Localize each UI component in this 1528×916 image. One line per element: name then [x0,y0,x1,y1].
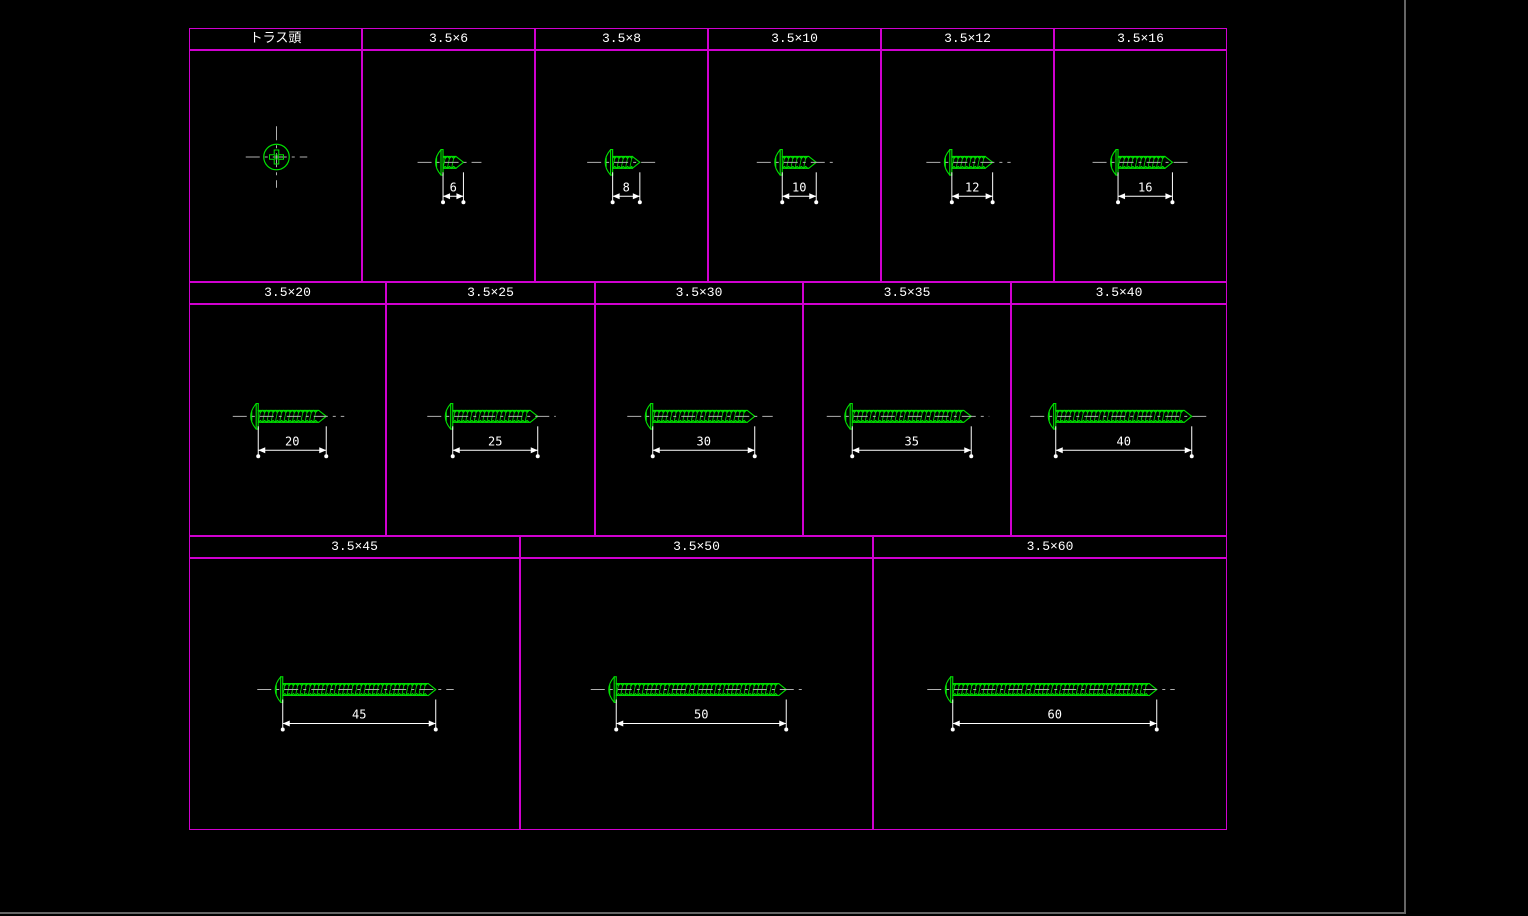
cell-header: 3.5×10 [708,28,881,50]
cell-screw: 6 [362,50,535,282]
cell-header: 3.5×6 [362,28,535,50]
cell-screw: 35 [803,304,1011,536]
cell-screw: 50 [520,558,873,830]
cell-screw: 20 [189,304,386,536]
svg-text:45: 45 [352,708,366,722]
cell-screw: 12 [881,50,1054,282]
svg-text:12: 12 [965,180,979,194]
svg-text:30: 30 [697,434,711,448]
cell-header: 3.5×8 [535,28,708,50]
cell-header: 3.5×16 [1054,28,1227,50]
cell-header: 3.5×60 [873,536,1227,558]
svg-text:50: 50 [694,708,708,722]
cell-header: 3.5×50 [520,536,873,558]
cell-header: 3.5×12 [881,28,1054,50]
cell-screw: 10 [708,50,881,282]
cell-header: 3.5×35 [803,282,1011,304]
cell-screw: 30 [595,304,803,536]
svg-text:60: 60 [1048,708,1062,722]
cell-screw: 16 [1054,50,1227,282]
cell-screw: 60 [873,558,1227,830]
svg-text:40: 40 [1117,434,1131,448]
cell-header: 3.5×25 [386,282,595,304]
cell-topview [189,50,362,282]
svg-text:16: 16 [1138,180,1152,194]
cell-screw: 45 [189,558,520,830]
cell-screw: 40 [1011,304,1227,536]
cell-header: トラス頭 [189,28,362,50]
svg-text:35: 35 [905,434,919,448]
svg-text:8: 8 [623,180,630,194]
cell-screw: 8 [535,50,708,282]
cell-header: 3.5×30 [595,282,803,304]
cell-screw: 25 [386,304,595,536]
cell-header: 3.5×45 [189,536,520,558]
cell-header: 3.5×40 [1011,282,1227,304]
svg-text:25: 25 [488,434,502,448]
svg-text:10: 10 [792,180,806,194]
svg-text:6: 6 [450,180,457,194]
svg-text:20: 20 [285,434,299,448]
cell-header: 3.5×20 [189,282,386,304]
